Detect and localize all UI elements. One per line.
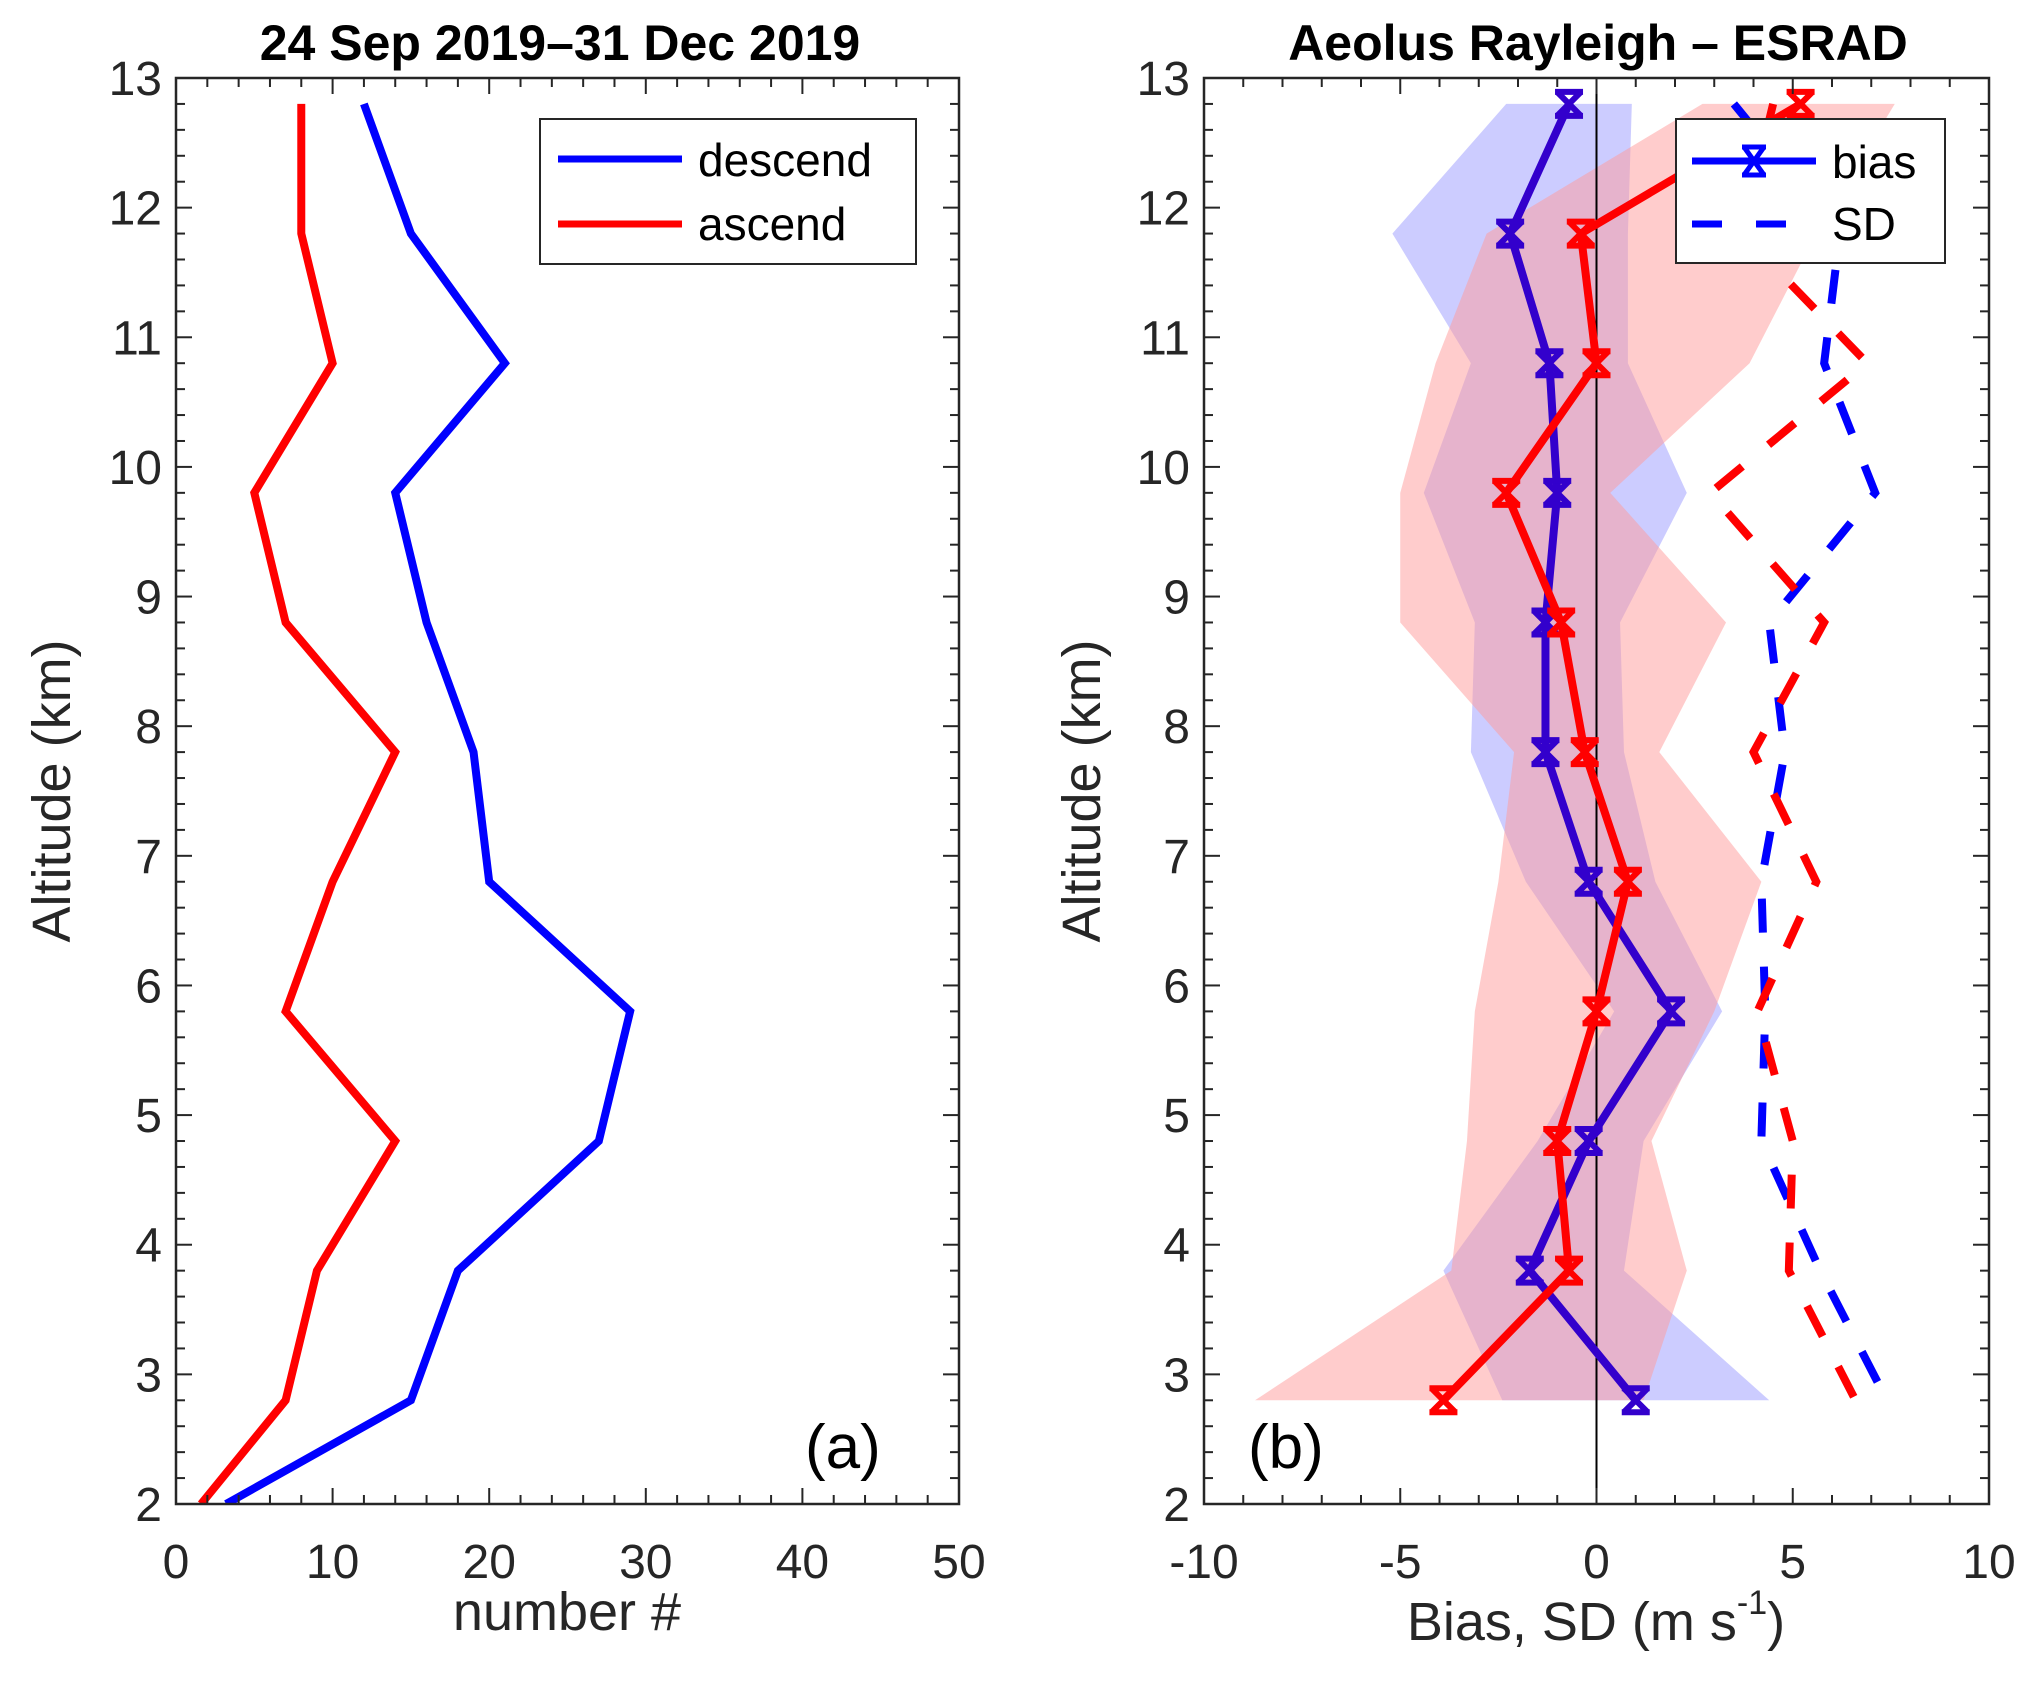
y-tick-label: 2: [135, 1479, 162, 1532]
y-tick-label: 5: [1163, 1090, 1190, 1143]
panel-b-title: Aeolus Rayleigh – ESRAD: [1288, 15, 1908, 71]
y-tick-label: 3: [1163, 1349, 1190, 1402]
panel-a-plot-area: [197, 102, 635, 1504]
legend-descend-label: descend: [698, 134, 872, 186]
x-tick-label: 40: [776, 1536, 829, 1589]
panel-a-title: 24 Sep 2019–31 Dec 2019: [260, 15, 861, 71]
data-point-marker: [1543, 477, 1572, 508]
y-tick-label: 2: [1163, 1479, 1190, 1532]
data-point-marker: [1554, 1255, 1584, 1286]
panel-b-plot-area: [1255, 78, 1895, 1504]
y-tick-label: 11: [112, 312, 162, 365]
band-1: [1255, 103, 1895, 1401]
data-point-marker: [1574, 866, 1603, 897]
y-tick-label: 4: [1163, 1220, 1190, 1273]
data-point-marker: [1566, 218, 1595, 249]
data-point-marker: [1492, 477, 1521, 508]
x-tick-label: 10: [1962, 1536, 2015, 1589]
data-point-marker: [1543, 1126, 1572, 1157]
x-tick-label: 30: [619, 1536, 672, 1589]
y-tick-label: 10: [109, 442, 162, 495]
x-tick-label: -5: [1379, 1536, 1422, 1589]
y-tick-label: 6: [135, 960, 162, 1013]
panel-a-axes: 0 10 20 30 40 50 2 3 4 5 6 7 8 9 10 11 12 13: [109, 53, 986, 1589]
y-tick-label: 9: [135, 572, 162, 625]
axes-frame: [174, 76, 961, 1506]
data-point-marker: [1582, 348, 1611, 379]
panel-a-xlabel: number #: [453, 1582, 681, 1642]
x-tick-label: 0: [1583, 1536, 1610, 1589]
series-line-descend: [224, 102, 635, 1504]
data-point-marker: [1621, 1385, 1650, 1416]
data-point-marker: [1531, 737, 1560, 768]
y-tick-label: 4: [135, 1220, 162, 1273]
legend-bias-label: bias: [1832, 136, 1916, 188]
y-tick-label: 7: [135, 831, 162, 884]
legend-sd-label: SD: [1832, 198, 1896, 250]
y-tick-label: 10: [1137, 442, 1190, 495]
xlabel-superscript: -1: [1737, 1584, 1767, 1622]
y-tick-label: 12: [1137, 183, 1190, 236]
x-tick-label: 20: [463, 1536, 516, 1589]
x-tick-label: -10: [1169, 1536, 1238, 1589]
panel-b-axes: -10 -5 0 5 10 2 3 4 5 6 7 8 9 10 11 12 13: [1137, 53, 2016, 1589]
y-tick-label: 13: [109, 53, 162, 106]
data-point-marker: [1574, 1126, 1603, 1157]
data-point-marker: [1582, 996, 1611, 1027]
series-line-ascend-SD: [1704, 102, 1874, 1403]
x-tick-label: 10: [306, 1536, 359, 1589]
data-point-marker: [1570, 737, 1599, 768]
y-tick-label: 7: [1163, 831, 1190, 884]
y-tick-label: 13: [1137, 53, 1190, 106]
data-point-marker: [1531, 607, 1560, 638]
data-point-marker: [1547, 607, 1576, 638]
y-tick-label: 5: [135, 1090, 162, 1143]
panel-a-label: (a): [805, 1413, 881, 1482]
y-tick-label: 3: [135, 1349, 162, 1402]
data-point-marker: [1496, 218, 1525, 249]
data-point-marker: [1554, 88, 1584, 119]
legend-ascend-label: ascend: [698, 198, 846, 250]
data-point-marker: [1613, 866, 1643, 897]
panel-a-legend: descend ascend: [539, 118, 917, 265]
x-tick-label: 50: [932, 1536, 985, 1589]
y-tick-label: 8: [135, 701, 162, 754]
y-tick-label: 11: [1140, 312, 1190, 365]
panel-b: Aeolus Rayleigh – ESRAD -10 -5 0 5 10 2 3 4 5 6 7 8…: [1052, 15, 2016, 1652]
y-tick-label: 12: [109, 183, 162, 236]
data-point-marker: [1656, 996, 1686, 1027]
y-tick-label: 6: [1163, 960, 1190, 1013]
panel-a: 24 Sep 2019–31 Dec 2019 0 10 20 30 40 50 2 3 4 5 6…: [22, 15, 986, 1642]
panel-b-label: (b): [1248, 1413, 1324, 1482]
legend-bias-marker-icon: [1741, 144, 1767, 178]
y-tick-label: 8: [1163, 701, 1190, 754]
x-tick-label: 5: [1779, 1536, 1806, 1589]
panel-a-ylabel: Altitude (km): [22, 639, 82, 942]
panel-b-legend: bias SD: [1675, 118, 1946, 264]
series-line-descend-SD: [1730, 101, 1891, 1403]
data-point-marker: [1535, 348, 1564, 379]
data-point-marker: [1429, 1385, 1458, 1416]
data-point-marker: [1786, 88, 1815, 119]
y-tick-label: 9: [1163, 572, 1190, 625]
panel-b-ylabel: Altitude (km): [1052, 639, 1112, 942]
x-tick-label: 0: [163, 1536, 190, 1589]
series-line-ascend: [197, 103, 401, 1504]
data-point-marker: [1515, 1255, 1544, 1286]
panel-b-xlabel: Bias, SD (m s-1): [1407, 1584, 1785, 1652]
